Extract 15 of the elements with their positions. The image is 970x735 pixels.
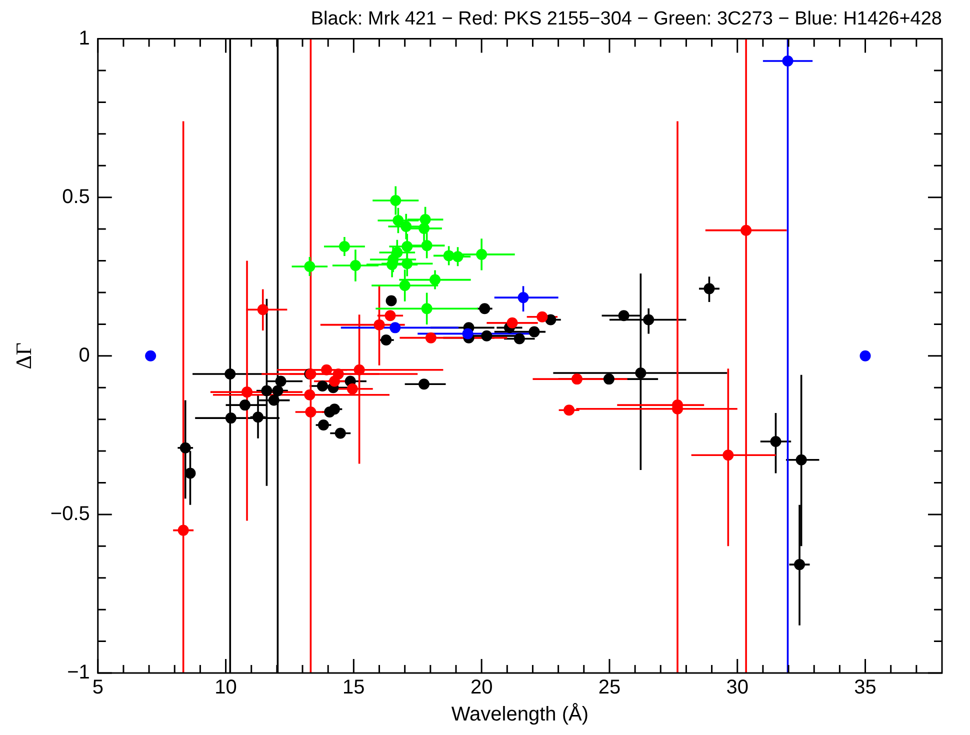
x-tick-label: 20 — [470, 676, 493, 699]
y-axis-title: ΔΓ — [10, 342, 36, 370]
y-tick-label: −1 — [67, 662, 90, 684]
x-tick-label: 10 — [214, 676, 237, 699]
x-tick-label: 30 — [726, 676, 748, 699]
x-tick-label: 35 — [854, 676, 876, 699]
y-tick-label: 0 — [78, 344, 90, 366]
x-axis-title: Wavelength (Å) — [451, 702, 588, 726]
y-tick-label: −0.5 — [50, 502, 90, 525]
y-tick-label: 0.5 — [62, 186, 90, 208]
x-tick-label: 15 — [342, 676, 365, 699]
chart-title: Black: Mrk 421 − Red: PKS 2155−304 − Green: 3C273 − Blue: H1426+428 — [310, 8, 942, 30]
x-tick-label: 5 — [92, 676, 104, 699]
x-tick-label: 25 — [598, 676, 621, 699]
y-tick-label: 1 — [78, 27, 90, 50]
